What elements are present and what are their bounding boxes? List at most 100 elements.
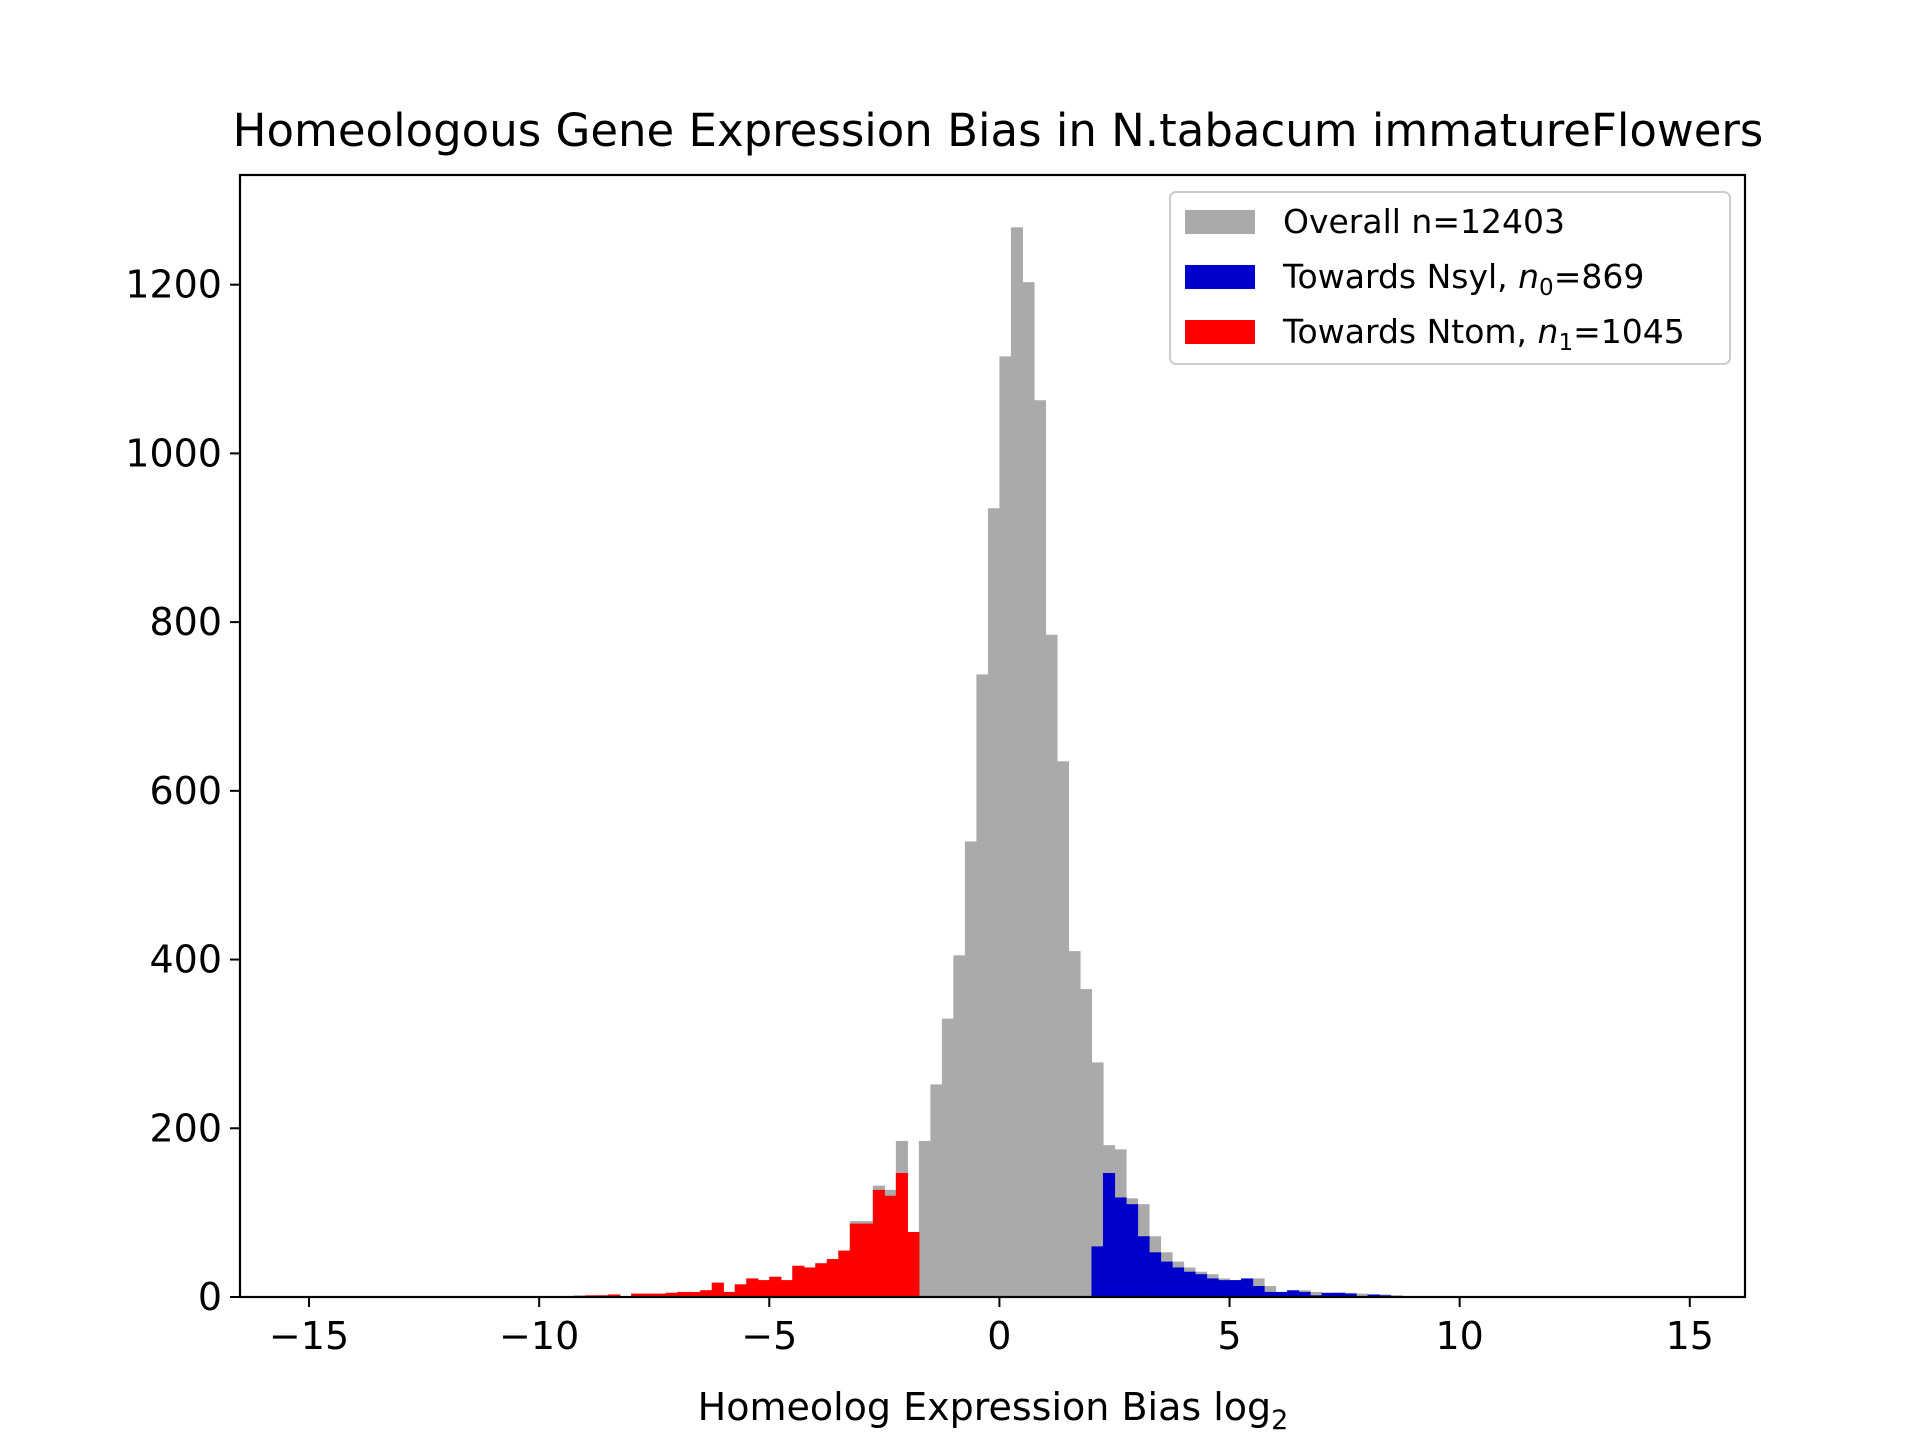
histogram-bar (1091, 1062, 1104, 1297)
histogram-bar (803, 1267, 816, 1297)
legend-swatch (1185, 210, 1255, 234)
histogram-bar (1068, 951, 1081, 1297)
histogram-bar (953, 955, 966, 1297)
histogram-bar (1022, 282, 1035, 1298)
histogram-bar (1252, 1286, 1265, 1297)
legend-label: Overall n=12403 (1283, 202, 1565, 241)
legend-label: Towards Ntom, n1=1045 (1282, 312, 1685, 356)
histogram-bar (1241, 1278, 1254, 1297)
legend: Overall n=12403 Towards Nsyl, n0=869 Towar… (1169, 191, 1731, 365)
histogram-bar (826, 1259, 839, 1297)
histogram-bar (849, 1223, 862, 1297)
y-tick-label: 0 (198, 1275, 222, 1319)
histogram-bar (1264, 1286, 1277, 1297)
histogram-bar (780, 1280, 793, 1297)
histogram-bar (964, 841, 977, 1297)
histogram-bar (838, 1250, 851, 1297)
histogram-bar (987, 508, 1001, 1297)
histogram-bar (1264, 1291, 1277, 1297)
histogram-bar (792, 1265, 805, 1297)
histogram-bar (1298, 1291, 1311, 1297)
histogram-bar (1356, 1293, 1369, 1297)
x-tick-label: −5 (741, 1314, 797, 1358)
histogram-bar (1102, 1172, 1116, 1297)
histogram-bar (1091, 1246, 1104, 1297)
chart-title: Homeologous Gene Expression Bias in N.ta… (233, 104, 1764, 157)
histogram-bar (734, 1284, 747, 1297)
histogram-bar (1206, 1278, 1219, 1297)
histogram-bar (918, 1140, 931, 1297)
y-tick-label: 800 (149, 600, 222, 644)
histogram-bar (907, 1232, 920, 1297)
histogram-bar (1183, 1271, 1196, 1297)
histogram-bar (1045, 634, 1058, 1297)
histogram-bar (1321, 1292, 1334, 1297)
x-tick-label: 5 (1217, 1314, 1241, 1358)
histogram-bar (1218, 1280, 1231, 1297)
x-axis-label-text: Homeolog Expression Bias log (698, 1385, 1272, 1429)
histogram-bar (895, 1172, 908, 1297)
legend-frame (1169, 191, 1731, 365)
series-1 (1091, 1172, 1392, 1297)
histogram-bar (1171, 1267, 1185, 1297)
histogram-bar (665, 1292, 678, 1297)
histogram-bar (1114, 1197, 1127, 1297)
histogram-bar (769, 1276, 782, 1297)
histogram-bar (1310, 1291, 1323, 1297)
histogram-bar (1033, 400, 1047, 1297)
histogram-bar (941, 1018, 954, 1297)
x-tick-label: −15 (269, 1314, 349, 1358)
histogram-bar (608, 1294, 621, 1297)
histogram-bar (631, 1293, 644, 1297)
histogram-bar (930, 1084, 943, 1297)
legend-swatch (1185, 320, 1255, 344)
histogram-bar (1333, 1292, 1346, 1297)
histogram-bar (757, 1280, 770, 1297)
bars-layer (573, 227, 1403, 1298)
y-tick-label: 600 (149, 769, 222, 813)
x-axis-label: Homeolog Expression Bias log2 (698, 1385, 1289, 1436)
y-axis: 0 200 400 600 800 1000 1200 (125, 263, 240, 1319)
histogram-bar (999, 356, 1012, 1297)
histogram-bar (1137, 1236, 1150, 1297)
x-axis: −15 −10 −5 0 5 10 15 (269, 1297, 1714, 1358)
legend-entries: Overall n=12403 Towards Nsyl, n0=869 Towar… (1185, 202, 1685, 356)
histogram-bar (976, 674, 989, 1297)
y-tick-label: 200 (149, 1106, 222, 1150)
x-tick-label: 15 (1666, 1314, 1714, 1358)
histogram-bar (654, 1293, 667, 1297)
histogram-bar (1367, 1294, 1380, 1297)
histogram-bar (1056, 761, 1070, 1297)
legend-swatch (1185, 265, 1255, 289)
legend-label: Towards Nsyl, n0=869 (1282, 257, 1644, 301)
x-tick-label: 10 (1435, 1314, 1483, 1358)
histogram-bar (1287, 1290, 1300, 1297)
x-axis-label-subscript: 2 (1271, 1405, 1288, 1436)
series-2 (585, 1172, 920, 1297)
x-tick-label: −10 (499, 1314, 579, 1358)
histogram-bar (1275, 1291, 1288, 1297)
histogram-bar (884, 1195, 897, 1297)
histogram-bar (861, 1223, 874, 1297)
plot-frame (238, 173, 1747, 1299)
histogram-bar (1079, 989, 1093, 1297)
histogram-bar (711, 1282, 724, 1297)
histogram-bar (1344, 1293, 1357, 1297)
histogram-bar (1195, 1274, 1208, 1297)
y-tick-label: 1000 (125, 431, 222, 475)
histogram-bar (700, 1290, 713, 1297)
y-tick-label: 400 (149, 938, 222, 982)
histogram-bar (1010, 227, 1024, 1298)
histogram-bar (688, 1291, 701, 1297)
histogram-bar (815, 1263, 828, 1297)
histogram-bar (642, 1293, 655, 1297)
histogram-bar (872, 1189, 885, 1297)
series-0 (573, 227, 1403, 1298)
histogram-bar (1229, 1280, 1242, 1297)
histogram-bar (746, 1278, 759, 1297)
histogram-bar (1125, 1204, 1139, 1297)
x-tick-label: 0 (987, 1314, 1011, 1358)
histogram-bar (1148, 1252, 1162, 1297)
histogram-bar (1160, 1261, 1173, 1297)
